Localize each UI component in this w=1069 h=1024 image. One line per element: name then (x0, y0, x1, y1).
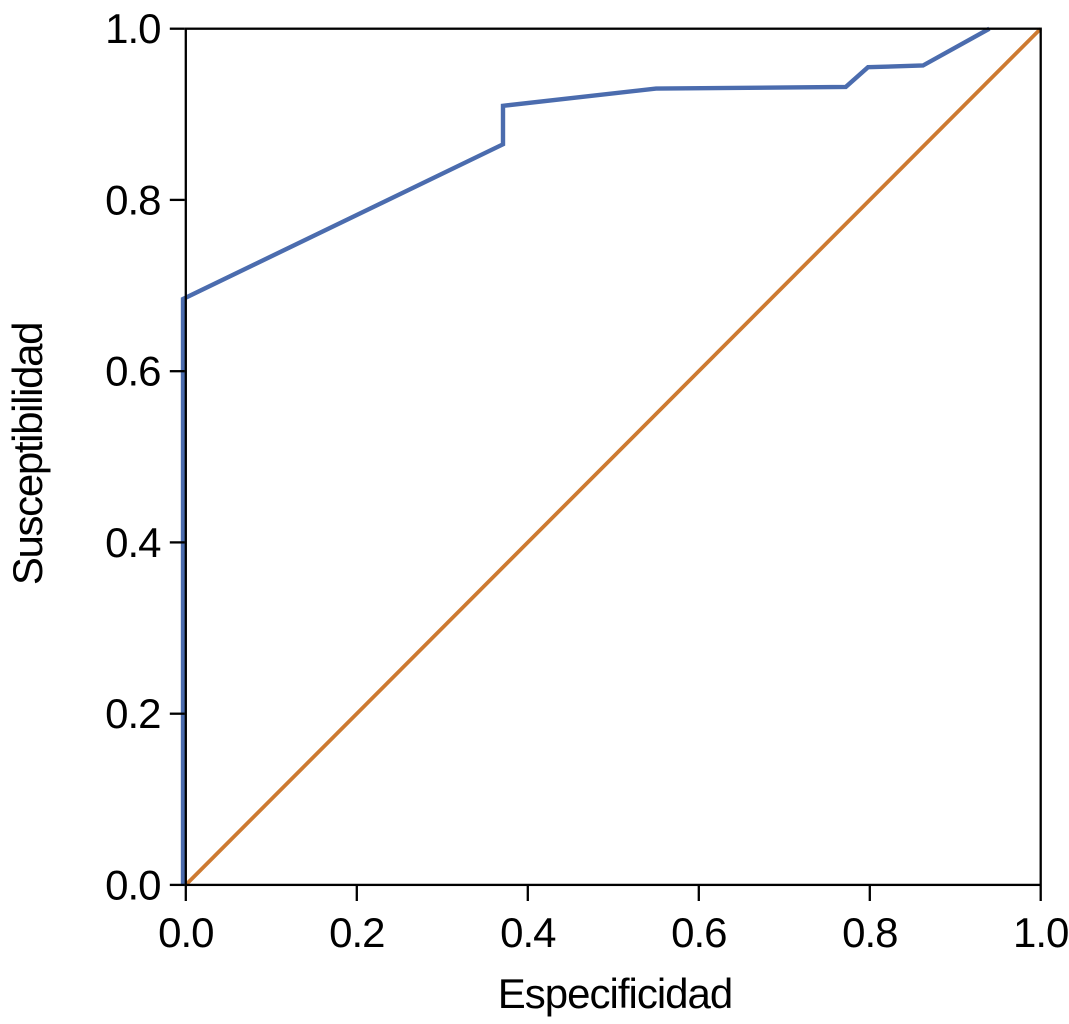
svg-text:0.8: 0.8 (105, 176, 160, 223)
svg-text:0.0: 0.0 (158, 909, 213, 956)
svg-text:0.6: 0.6 (105, 348, 160, 395)
svg-text:Susceptibilidad: Susceptibilidad (4, 323, 51, 585)
svg-text:0.4: 0.4 (105, 519, 161, 566)
svg-text:0.8: 0.8 (842, 909, 897, 956)
svg-text:0.6: 0.6 (671, 909, 726, 956)
svg-text:1.0: 1.0 (105, 5, 160, 52)
svg-text:0.2: 0.2 (105, 690, 160, 737)
svg-text:0.2: 0.2 (329, 909, 384, 956)
svg-text:1.0: 1.0 (1013, 909, 1068, 956)
svg-text:0.4: 0.4 (500, 909, 556, 956)
svg-text:Especificidad: Especificidad (498, 970, 732, 1017)
svg-text:0.0: 0.0 (105, 861, 160, 908)
